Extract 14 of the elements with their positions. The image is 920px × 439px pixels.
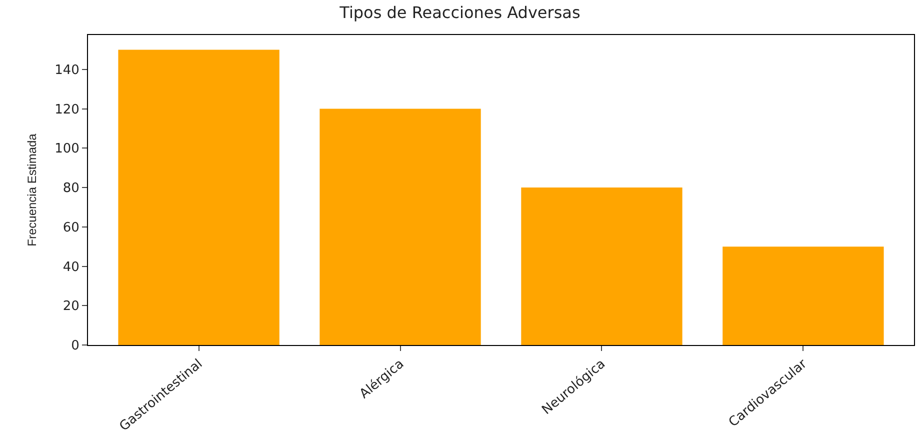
- y-tick-label: 20: [62, 299, 80, 314]
- bar: [722, 246, 884, 345]
- bar: [320, 108, 481, 345]
- y-tick-label: 60: [62, 220, 80, 236]
- y-axis-title: Frecuencia Estimada: [24, 133, 39, 246]
- bar: [521, 188, 682, 345]
- y-tick-label: 140: [54, 62, 80, 78]
- bar: [118, 50, 280, 345]
- y-tick-label: 100: [54, 142, 80, 157]
- y-tick-label: 120: [54, 102, 80, 118]
- y-tick-label: 40: [62, 260, 80, 275]
- y-tick-label: 0: [71, 338, 80, 354]
- y-tick-label: 80: [62, 181, 80, 196]
- chart-title: Tipos de Reacciones Adversas: [338, 2, 580, 22]
